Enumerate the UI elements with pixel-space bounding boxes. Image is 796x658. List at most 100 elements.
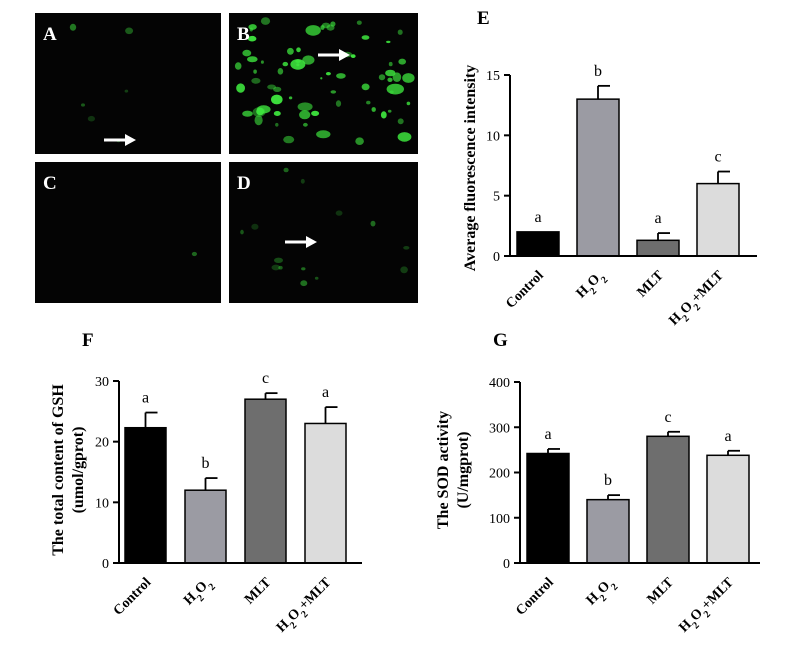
cell-fluorescence <box>234 62 242 70</box>
y-axis-label: The total content of GSH (umol/gprot) <box>50 384 87 556</box>
category-label: MLT <box>645 575 678 608</box>
cell-fluorescence <box>267 84 276 90</box>
cell-fluorescence <box>301 267 306 271</box>
cell-fluorescence <box>320 77 323 80</box>
cell-fluorescence <box>336 73 346 79</box>
bar-control <box>526 452 570 564</box>
cell-fluorescence <box>271 264 281 271</box>
cell-fluorescence <box>277 68 284 75</box>
category-label: H2O2 <box>574 268 610 304</box>
significance-letter: c <box>664 409 671 426</box>
cell-fluorescence <box>356 20 362 25</box>
category-label: MLT <box>242 575 275 608</box>
micrograph-label-b: B <box>237 24 250 45</box>
micrograph-panel-d: D <box>229 162 418 303</box>
cell-fluorescence <box>297 102 313 111</box>
category-label: Control <box>503 268 547 312</box>
cell-fluorescence <box>249 27 253 32</box>
cell-fluorescence <box>274 257 283 263</box>
cell-fluorescence <box>392 72 402 82</box>
cell-fluorescence <box>240 229 244 235</box>
arrow-head <box>125 134 136 146</box>
cell-fluorescence <box>290 59 306 70</box>
cell-fluorescence <box>273 111 281 116</box>
cell-fluorescence <box>256 107 265 116</box>
cell-fluorescence <box>236 83 246 93</box>
category-label: Control <box>111 575 155 619</box>
cell-fluorescence <box>397 29 403 35</box>
y-tick-label: 0 <box>493 250 500 265</box>
chart-e: E Average fluorescence intensity a Control b… <box>462 8 757 329</box>
micrograph-label-d: D <box>237 173 251 194</box>
cell-fluorescence <box>288 96 293 100</box>
bar-h2o2-mlt <box>706 454 750 564</box>
y-tick-label: 10 <box>95 496 109 511</box>
significance-letter: a <box>724 428 731 445</box>
y-tick-label: 200 <box>489 467 510 482</box>
category-label: H2O2+MLT <box>676 575 740 639</box>
cell-fluorescence <box>326 24 335 31</box>
y-tick-label: 0 <box>102 557 109 572</box>
bar-h2o2 <box>184 489 227 564</box>
cell-fluorescence <box>303 122 308 127</box>
cell-fluorescence <box>271 94 283 105</box>
cell-fluorescence <box>316 130 331 139</box>
cell-fluorescence <box>81 103 85 107</box>
significance-letter: b <box>594 63 602 80</box>
bar-mlt <box>244 398 287 564</box>
micrograph-background <box>35 13 221 154</box>
cell-fluorescence <box>380 111 387 119</box>
cell-fluorescence <box>378 74 386 81</box>
y-tick-label: 15 <box>486 69 500 84</box>
y-tick-label: 100 <box>489 512 510 527</box>
cell-fluorescence <box>397 118 404 125</box>
micrograph-panel-b: B <box>229 13 418 154</box>
bar-h2o2 <box>576 98 620 257</box>
cell-fluorescence <box>278 265 283 270</box>
micrograph-label-a: A <box>43 24 57 45</box>
significance-letter: c <box>714 149 721 166</box>
cell-fluorescence <box>361 83 370 91</box>
cell-fluorescence <box>361 35 370 40</box>
cell-fluorescence <box>296 47 301 53</box>
cell-fluorescence <box>242 49 252 57</box>
cell-fluorescence <box>125 27 134 35</box>
cell-fluorescence <box>283 135 295 144</box>
panel-label: E <box>477 8 490 29</box>
bar-control <box>516 231 560 257</box>
cell-fluorescence <box>260 17 271 25</box>
category-label: H2O2 <box>584 575 620 611</box>
cell-fluorescence <box>260 60 264 64</box>
cell-fluorescence <box>406 101 411 106</box>
cell-fluorescence <box>247 56 258 63</box>
cell-fluorescence <box>402 73 415 83</box>
cell-fluorescence <box>287 47 294 55</box>
category-label: Control <box>513 575 557 619</box>
cell-fluorescence <box>350 54 356 58</box>
cell-fluorescence <box>400 266 408 274</box>
panel-label: G <box>493 330 508 351</box>
micrograph-panel-c: C <box>35 162 221 303</box>
cell-fluorescence <box>273 86 282 92</box>
cell-fluorescence <box>403 246 410 250</box>
arrow-head <box>306 236 317 248</box>
y-axis-label: Average fluorescence intensity <box>462 65 479 271</box>
cell-fluorescence <box>386 40 391 44</box>
cell-fluorescence <box>314 276 319 280</box>
cell-fluorescence <box>371 107 376 112</box>
significance-letter: a <box>544 426 551 443</box>
cell-fluorescence <box>302 55 315 65</box>
category-label: H2O2 <box>181 575 217 611</box>
cell-fluorescence <box>254 115 263 126</box>
cell-fluorescence <box>251 77 261 84</box>
micrograph-panel-a: A <box>35 13 221 154</box>
chart-f: F The total content of GSH (umol/gprot) a Co… <box>50 330 362 636</box>
cell-fluorescence <box>247 35 257 42</box>
cell-fluorescence <box>191 251 197 257</box>
cell-fluorescence <box>251 223 259 230</box>
micrograph-background <box>229 162 418 303</box>
micrograph-label-c: C <box>43 173 57 194</box>
micrograph-background <box>35 162 221 303</box>
significance-letter: b <box>604 472 612 489</box>
